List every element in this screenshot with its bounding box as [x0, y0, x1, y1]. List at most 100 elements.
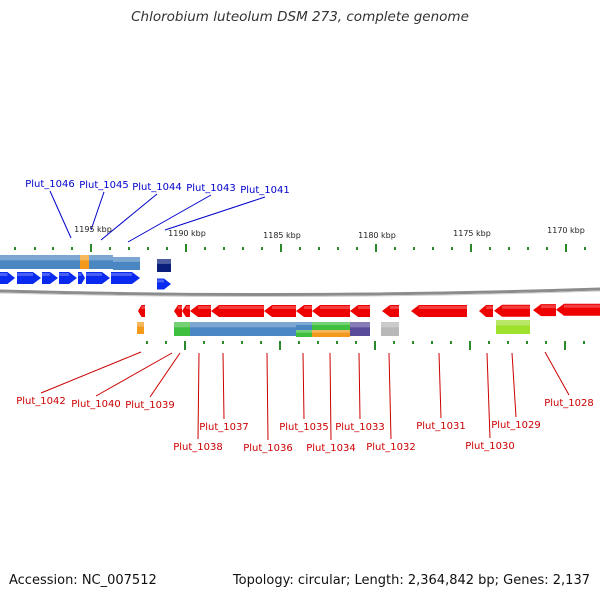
minor-tick — [71, 247, 73, 250]
cog-band-highlight — [312, 322, 350, 326]
forward-callout-line — [127, 194, 212, 243]
minor-tick — [507, 341, 509, 344]
forward-gene-label[interactable]: Plut_1041 — [240, 185, 290, 196]
reverse-gene-label[interactable]: Plut_1034 — [306, 443, 356, 454]
reverse-callout-line — [266, 352, 269, 441]
reverse-gene-arrow[interactable] — [211, 305, 264, 317]
minor-tick — [356, 247, 358, 250]
forward-callout-line — [100, 193, 158, 241]
forward-gene-arrow[interactable] — [157, 278, 171, 290]
minor-tick — [432, 247, 434, 250]
minor-tick — [583, 341, 585, 344]
minor-tick — [52, 247, 54, 250]
minor-tick — [451, 247, 453, 250]
minor-tick — [450, 341, 452, 344]
minor-tick — [336, 341, 338, 344]
reverse-gene-arrow[interactable] — [264, 305, 296, 317]
reverse-gene-label[interactable]: Plut_1029 — [491, 420, 541, 431]
forward-callout-line — [49, 190, 72, 239]
forward-gene-arrow[interactable] — [78, 272, 85, 284]
reverse-gene-arrow[interactable] — [190, 305, 211, 317]
cog-band-highlight — [190, 322, 296, 328]
reverse-gene-label[interactable]: Plut_1030 — [465, 441, 515, 452]
cog-band-highlight — [312, 330, 350, 333]
reverse-gene-arrow[interactable] — [479, 305, 493, 317]
reverse-gene-label[interactable]: Plut_1040 — [71, 399, 121, 410]
cog-band — [89, 255, 113, 269]
minor-tick — [165, 341, 167, 344]
minor-tick — [527, 247, 529, 250]
reverse-gene-arrow-shine — [198, 306, 211, 309]
major-tick — [184, 341, 186, 350]
reverse-gene-arrow-shine — [390, 306, 399, 309]
forward-gene-arrow-shine — [157, 279, 164, 283]
reverse-gene-arrow-shine — [219, 306, 264, 309]
reverse-gene-arrow[interactable] — [556, 303, 600, 316]
minor-tick — [488, 341, 490, 344]
minor-tick — [146, 341, 148, 344]
forward-gene-arrow-shine — [78, 273, 82, 276]
reverse-gene-arrow[interactable] — [312, 305, 350, 317]
major-tick — [469, 341, 471, 350]
forward-gene-arrow[interactable] — [0, 272, 15, 284]
cog-band — [174, 322, 190, 336]
forward-gene-arrow-shine — [86, 273, 102, 276]
reverse-gene-arrow[interactable] — [138, 305, 145, 317]
minor-tick — [242, 247, 244, 250]
minor-tick — [298, 341, 300, 344]
reverse-gene-arrow-shine — [502, 305, 530, 309]
minor-tick — [337, 247, 339, 250]
forward-gene-arrow[interactable] — [42, 272, 58, 284]
cog-band — [312, 322, 350, 330]
reverse-callout-line — [438, 352, 442, 419]
forward-gene-label[interactable]: Plut_1045 — [79, 180, 129, 191]
forward-gene-arrow[interactable] — [59, 272, 77, 284]
ruler-label: 1180 kbp — [358, 231, 396, 240]
reverse-gene-label[interactable]: Plut_1032 — [366, 442, 416, 453]
minor-tick — [147, 247, 149, 250]
cog-band — [296, 330, 312, 337]
topology-label: Topology: circular; Length: 2,364,842 bp… — [232, 573, 590, 588]
forward-gene-label[interactable]: Plut_1043 — [186, 183, 236, 194]
reverse-gene-arrow-shine — [320, 306, 350, 309]
reverse-gene-arrow[interactable] — [174, 305, 182, 317]
genome-backbone-shadow — [0, 290, 600, 298]
reverse-gene-label[interactable]: Plut_1035 — [279, 422, 329, 433]
cog-band-highlight — [157, 259, 171, 264]
minor-tick — [526, 341, 528, 344]
cog-band — [350, 322, 370, 336]
reverse-gene-label[interactable]: Plut_1039 — [125, 400, 175, 411]
reverse-gene-label[interactable]: Plut_1028 — [544, 398, 594, 409]
minor-tick — [14, 247, 16, 250]
major-tick — [375, 244, 377, 252]
major-tick — [564, 341, 566, 350]
reverse-gene-label[interactable]: Plut_1042 — [16, 396, 66, 407]
reverse-gene-arrow-shine — [141, 306, 145, 309]
cog-band-highlight — [496, 320, 530, 326]
cog-band — [312, 330, 350, 337]
reverse-gene-arrow[interactable] — [411, 305, 467, 317]
reverse-gene-arrow[interactable] — [382, 305, 399, 317]
reverse-gene-label[interactable]: Plut_1037 — [199, 422, 249, 433]
reverse-gene-label[interactable]: Plut_1038 — [173, 442, 223, 453]
genome-title: Chlorobium luteolum DSM 273, complete ge… — [131, 9, 469, 25]
reverse-gene-arrow[interactable] — [533, 304, 556, 317]
forward-gene-arrow[interactable] — [17, 272, 41, 284]
reverse-callout-line — [388, 352, 392, 440]
reverse-gene-arrow[interactable] — [494, 304, 530, 317]
cog-band — [496, 320, 530, 334]
minor-tick — [317, 341, 319, 344]
reverse-gene-label[interactable]: Plut_1033 — [335, 422, 385, 433]
forward-gene-label[interactable]: Plut_1044 — [132, 182, 182, 193]
reverse-gene-arrow[interactable] — [350, 305, 370, 317]
minor-tick — [203, 341, 205, 344]
reverse-gene-arrow[interactable] — [296, 305, 312, 317]
forward-gene-label[interactable]: Plut_1046 — [25, 179, 75, 190]
ruler-label: 1195 kbp — [74, 225, 112, 234]
cog-band — [0, 255, 80, 269]
reverse-gene-arrow[interactable] — [182, 305, 190, 317]
reverse-gene-label[interactable]: Plut_1031 — [416, 421, 466, 432]
forward-gene-arrow[interactable] — [86, 272, 110, 284]
forward-gene-arrow[interactable] — [111, 272, 140, 284]
reverse-gene-label[interactable]: Plut_1036 — [243, 443, 293, 454]
